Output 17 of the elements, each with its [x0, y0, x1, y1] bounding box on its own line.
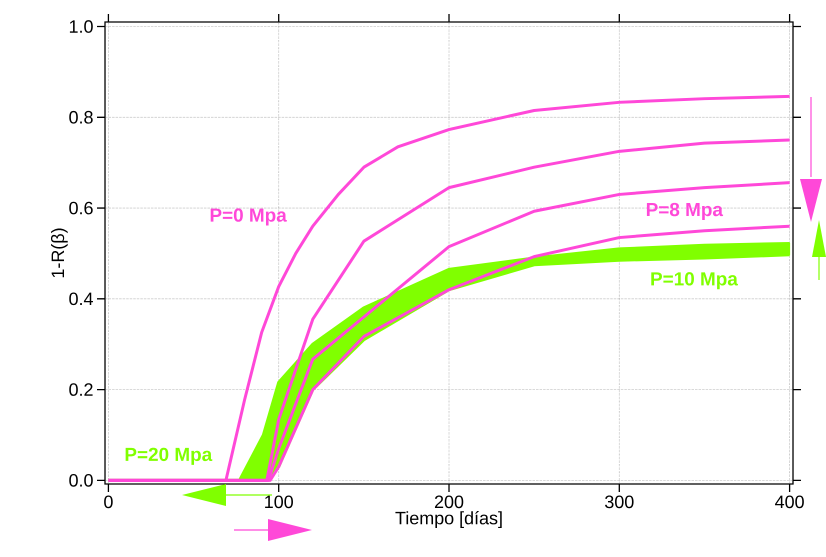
x-tick-label: 200: [434, 495, 464, 508]
x-tick-label: 100: [265, 495, 293, 508]
x-tick-label: 400: [775, 495, 804, 508]
y-tick-label: 0.4: [69, 292, 93, 306]
x-axis-title: Tiempo [días]: [395, 511, 502, 528]
series-label: P=20 Mpa: [126, 448, 212, 465]
series-label: P=0 Mpa: [210, 208, 287, 226]
x-tick-label: 0: [104, 495, 113, 508]
series-label: P=10 Mpa: [651, 272, 738, 290]
y-tick-label: 0.2: [69, 383, 93, 396]
x-tick-label: 300: [605, 495, 634, 508]
y-tick-label: 0.0: [69, 474, 93, 487]
y-axis-title: 1-R(β): [51, 228, 68, 278]
y-tick-label: 0.6: [69, 202, 93, 214]
series-label: P=8 Mpa: [646, 202, 724, 220]
y-tick-label: 1.0: [70, 20, 93, 33]
y-tick-label: 0.8: [69, 110, 93, 124]
